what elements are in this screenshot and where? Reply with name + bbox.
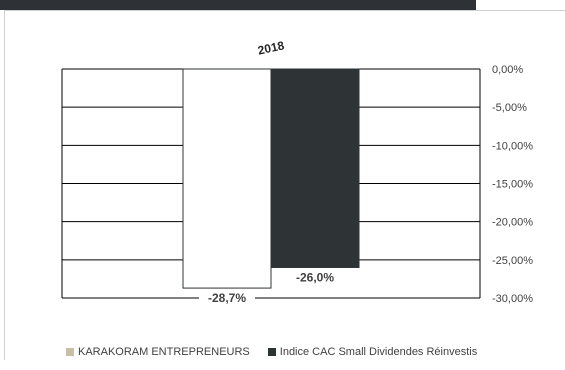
legend-swatch-cac-small (267, 348, 276, 356)
data-label-bg (199, 291, 255, 307)
chart-frame (4, 10, 565, 360)
bar-karakoram (182, 68, 272, 289)
legend-swatch-karakoram (66, 348, 74, 356)
data-label-bg (287, 270, 343, 286)
bar-cac-small (270, 68, 360, 268)
y-tick-label: -30,00% (492, 293, 533, 305)
category-label: 2018 (256, 38, 285, 57)
y-tick-label: -25,00% (492, 255, 533, 267)
legend: KARAKORAM ENTREPRENEURS Indice CAC Small… (66, 346, 477, 358)
data-label: -28,7% (208, 291, 246, 305)
y-tick-label: -10,00% (492, 140, 533, 152)
y-tick-label: -20,00% (492, 217, 533, 229)
data-label: -26,0% (296, 270, 334, 284)
legend-label-karakoram: KARAKORAM ENTREPRENEURS (78, 346, 250, 358)
y-tick-label: 0,00% (492, 64, 523, 76)
y-tick-label: -15,00% (492, 179, 533, 191)
legend-item-cac-small: Indice CAC Small Dividendes Réinvestis (267, 346, 478, 358)
chart: 0,00% -5,00% -10,00% -15,00% -20,00% -25,00% -… (61, 38, 533, 307)
top-bar (0, 0, 476, 10)
legend-label-cac-small: Indice CAC Small Dividendes Réinvestis (279, 346, 478, 358)
y-tick-label: -5,00% (492, 102, 527, 114)
legend-item-karakoram: KARAKORAM ENTREPRENEURS (66, 346, 250, 358)
